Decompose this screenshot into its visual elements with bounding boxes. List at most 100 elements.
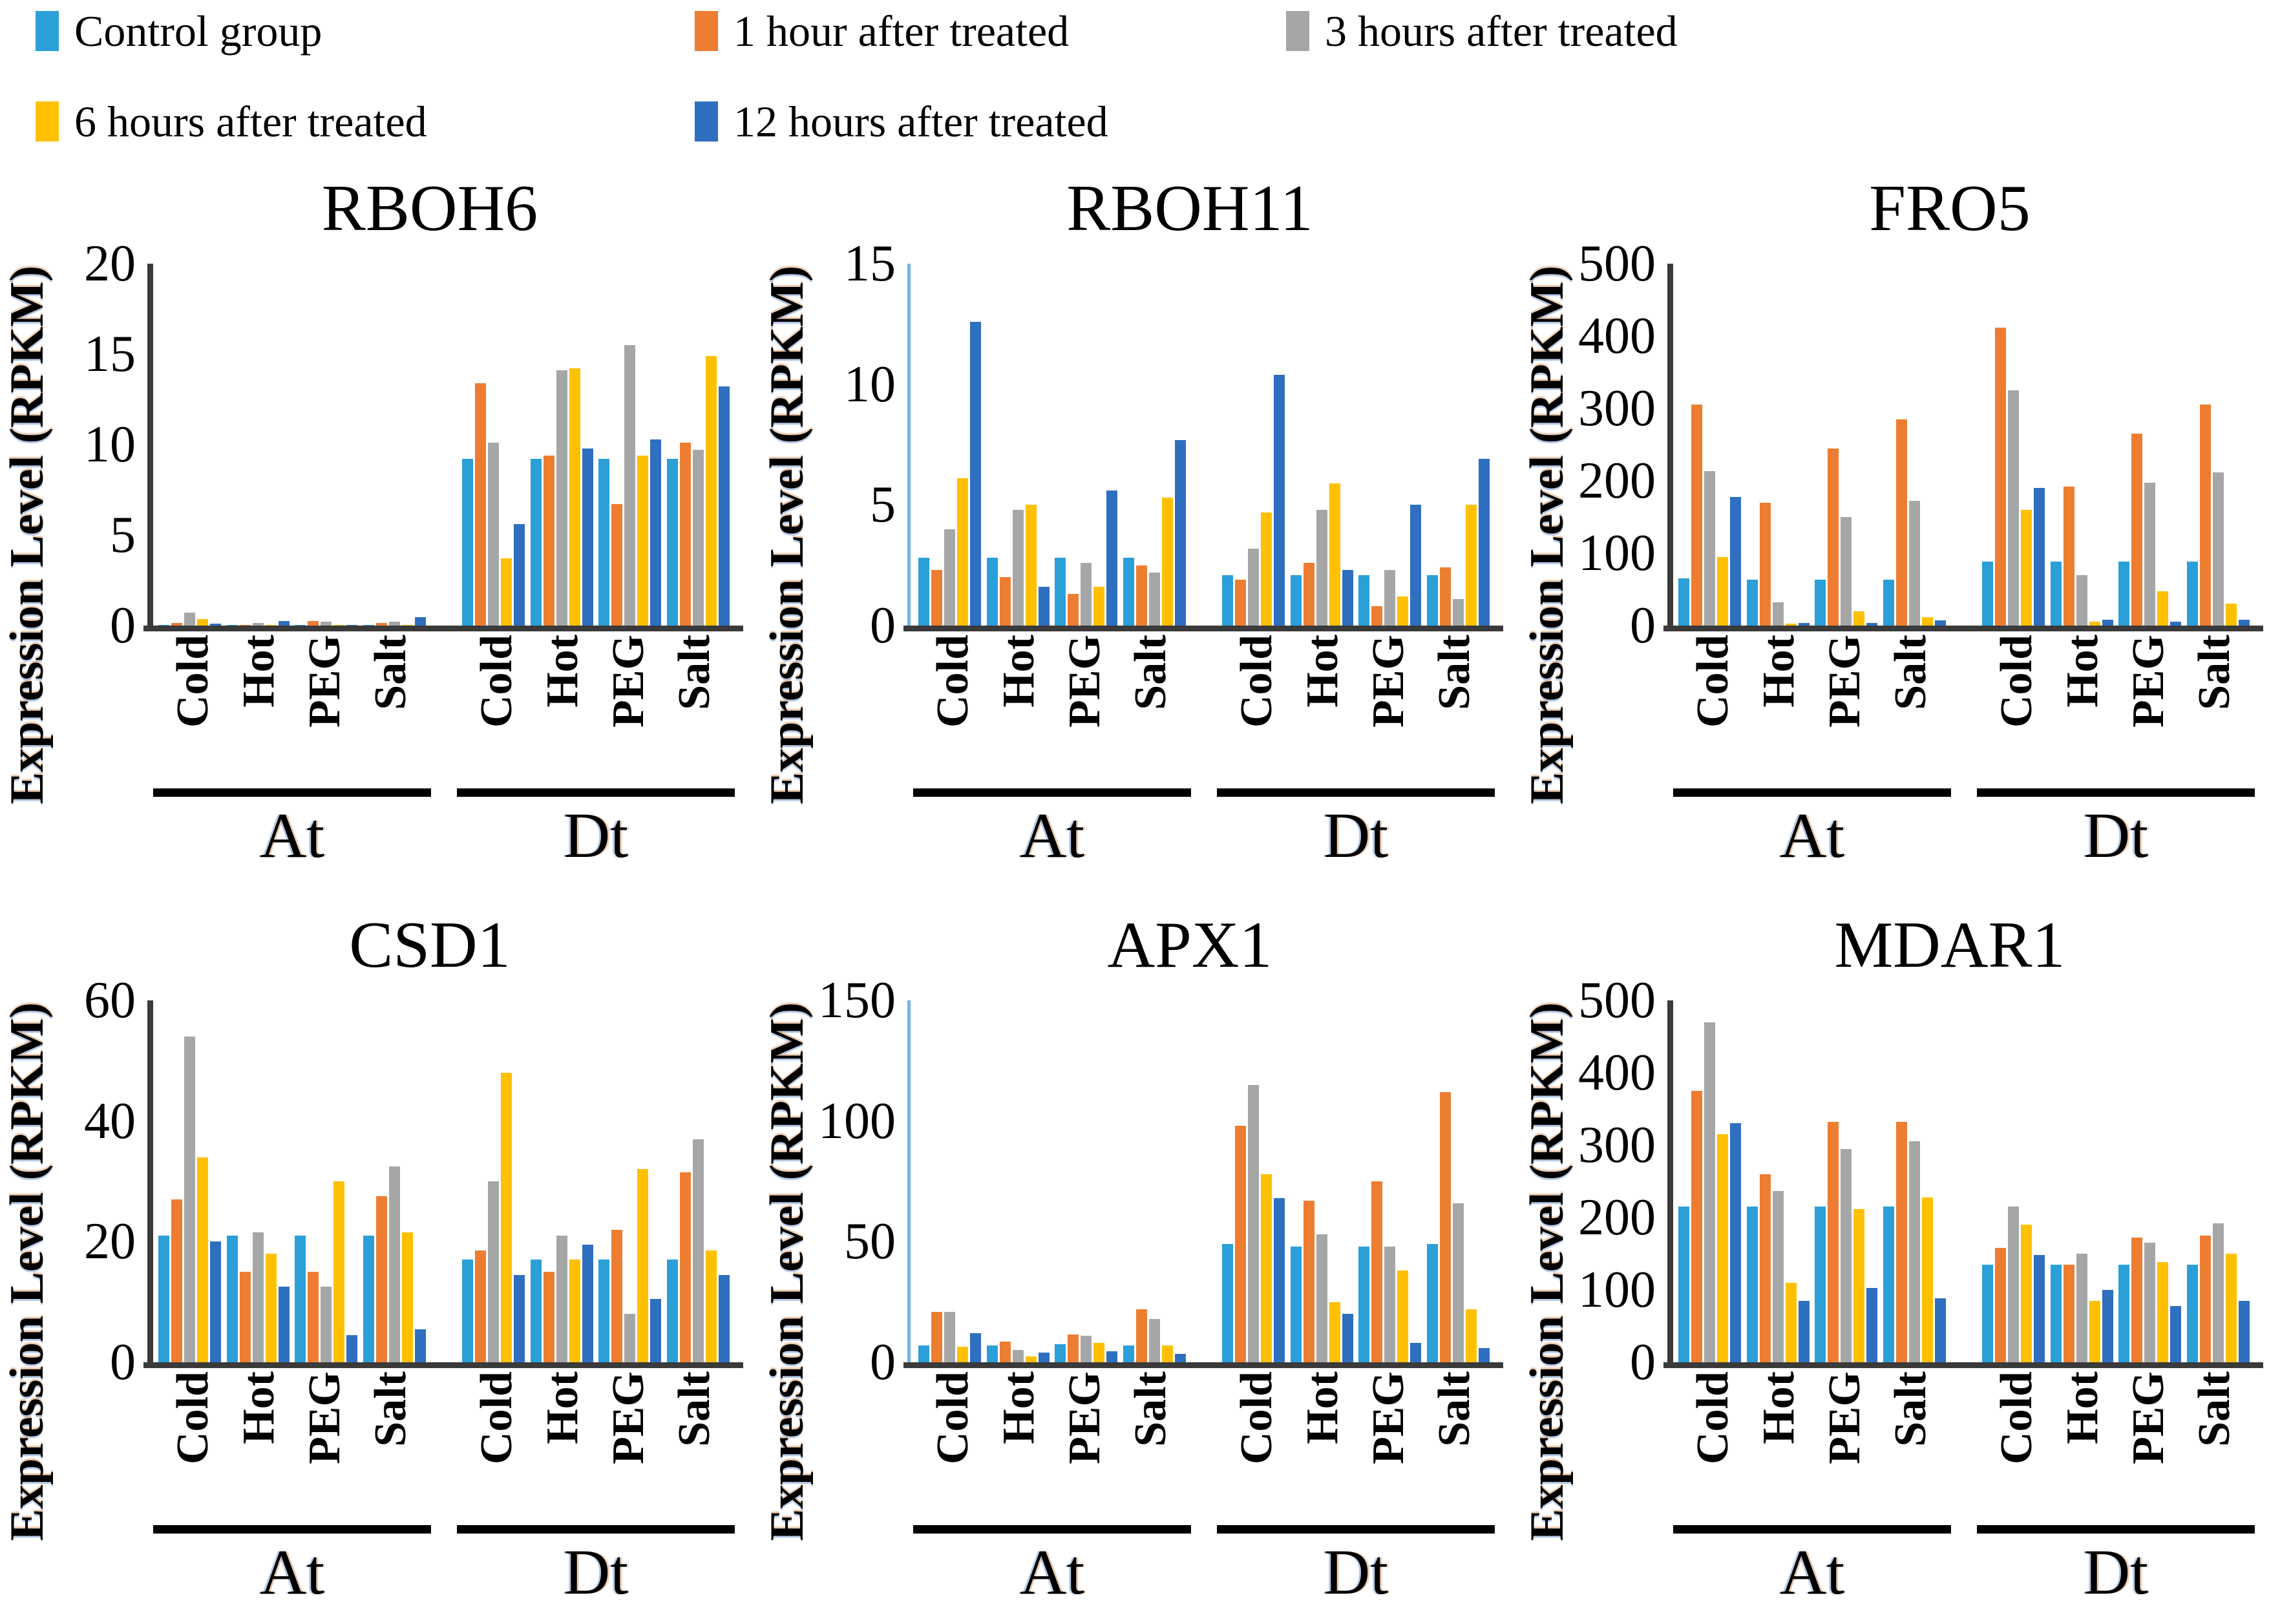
- bar: [530, 459, 542, 626]
- bar-group: [363, 1166, 426, 1362]
- bar: [692, 1139, 704, 1362]
- bar: [569, 1260, 580, 1362]
- legend-label: 3 hours after treated: [1325, 6, 1678, 56]
- bar: [295, 1236, 306, 1362]
- x-tick-label-text: Hot: [1298, 1371, 1347, 1444]
- genome-underline: [153, 788, 431, 797]
- bar-half-at: [913, 1000, 1191, 1362]
- plot-area: [1673, 1000, 2255, 1362]
- bar: [1261, 512, 1272, 626]
- bar: [1290, 1246, 1302, 1362]
- x-tick-label-text: PEG: [1364, 635, 1413, 728]
- genome-label: At: [260, 1536, 324, 1608]
- y-tick-label: 0: [110, 1334, 136, 1391]
- legend-swatch-icon: [695, 101, 718, 142]
- bar: [1934, 620, 1946, 626]
- x-tick-label-text: Salt: [1886, 1371, 1936, 1447]
- bar: [1055, 1344, 1066, 1362]
- y-axis-label-text: Expression Level (RPKM): [760, 1002, 814, 1541]
- bar-group: [363, 617, 426, 626]
- y-tick-label: 5: [870, 476, 896, 534]
- x-tick-label-text: PEG: [1060, 635, 1110, 728]
- bar: [321, 1287, 332, 1362]
- bar-group: [1290, 483, 1353, 626]
- bar: [1908, 501, 1920, 626]
- bar: [999, 1342, 1011, 1362]
- y-tick-label: 20: [84, 1213, 136, 1271]
- bar: [1329, 483, 1340, 626]
- bar: [931, 1311, 943, 1362]
- bar: [158, 624, 170, 626]
- x-tick-label-text: Salt: [1126, 635, 1176, 710]
- bar-group: [1746, 502, 1810, 626]
- bar: [650, 1299, 662, 1362]
- bar: [2131, 434, 2143, 626]
- bar-group: [1290, 1200, 1353, 1362]
- bar: [1691, 405, 1703, 626]
- bar: [475, 383, 487, 626]
- x-tick-row: Cold Hot PEG Salt Cold Hot PEG Salt: [153, 1371, 735, 1521]
- bar-half-at: [153, 1000, 431, 1362]
- x-tick-label-text: Cold: [1232, 1371, 1282, 1464]
- x-tick-label: Hot: [2057, 635, 2109, 785]
- y-axis-line: [147, 264, 153, 626]
- bar: [2186, 562, 2198, 626]
- bar: [1248, 1084, 1260, 1362]
- bar: [999, 577, 1011, 626]
- x-tick-label: Hot: [1297, 635, 1349, 785]
- y-tick-label: 500: [1578, 235, 1656, 292]
- x-tick-row: Cold Hot PEG Salt Cold Hot PEG Salt: [913, 635, 1495, 785]
- bar: [1222, 1244, 1234, 1362]
- x-tick-label: PEG: [603, 1371, 655, 1521]
- bar: [1883, 580, 1894, 626]
- x-tick-label: Cold: [1687, 635, 1739, 785]
- x-tick-label-text: PEG: [1820, 635, 1870, 728]
- bar: [2199, 405, 2211, 626]
- bar: [346, 624, 358, 626]
- x-tick-label: PEG: [1363, 635, 1415, 785]
- bar: [2050, 1264, 2062, 1362]
- x-axis-line: [143, 1362, 743, 1368]
- bar: [1426, 575, 1438, 626]
- bar: [1174, 439, 1186, 626]
- bar: [666, 1260, 678, 1362]
- x-axis-line: [903, 1362, 1503, 1368]
- bar: [239, 624, 251, 626]
- legend-item: 3 hours after treated: [1286, 8, 1678, 54]
- bar: [582, 448, 593, 626]
- bar: [1068, 594, 1079, 626]
- bar: [1452, 1203, 1464, 1362]
- bar-half-dt: [1217, 1000, 1495, 1362]
- y-axis-line: [907, 264, 911, 626]
- bar: [252, 1232, 264, 1362]
- bar: [171, 1199, 183, 1362]
- chart-mdar1: MDAR1 Expression Level (RPKM) 0 100 200 300 40…: [1520, 910, 2280, 1624]
- x-axis-line: [1663, 1362, 2263, 1368]
- chart-title: RBOH11: [1066, 172, 1313, 245]
- bar: [1081, 1335, 1092, 1362]
- bar: [944, 1311, 956, 1362]
- bar: [462, 1260, 474, 1362]
- x-tick-label: PEG: [1059, 635, 1111, 785]
- bar-group: [918, 321, 982, 626]
- bar: [1161, 498, 1173, 626]
- bar: [1439, 567, 1451, 626]
- bar: [1148, 1318, 1160, 1362]
- bar: [1478, 459, 1490, 626]
- bar: [1274, 1198, 1285, 1362]
- bar: [1759, 1174, 1771, 1362]
- x-tick-label-text: Salt: [670, 635, 719, 710]
- genome-label: Dt: [1324, 799, 1388, 871]
- y-tick-label: 150: [818, 972, 896, 1029]
- y-tick-label: 0: [110, 597, 136, 654]
- chart-title: APX1: [1107, 909, 1272, 982]
- genome-label: Dt: [2084, 1536, 2148, 1608]
- y-axis-line: [1667, 264, 1673, 626]
- bar: [1678, 578, 1690, 626]
- bar: [1358, 575, 1370, 626]
- x-tick-label-text: Hot: [994, 635, 1044, 708]
- bar: [1772, 1190, 1784, 1362]
- bar: [1995, 327, 2007, 626]
- bar: [1478, 1347, 1490, 1362]
- legend-item: 1 hour after treated: [695, 8, 1069, 54]
